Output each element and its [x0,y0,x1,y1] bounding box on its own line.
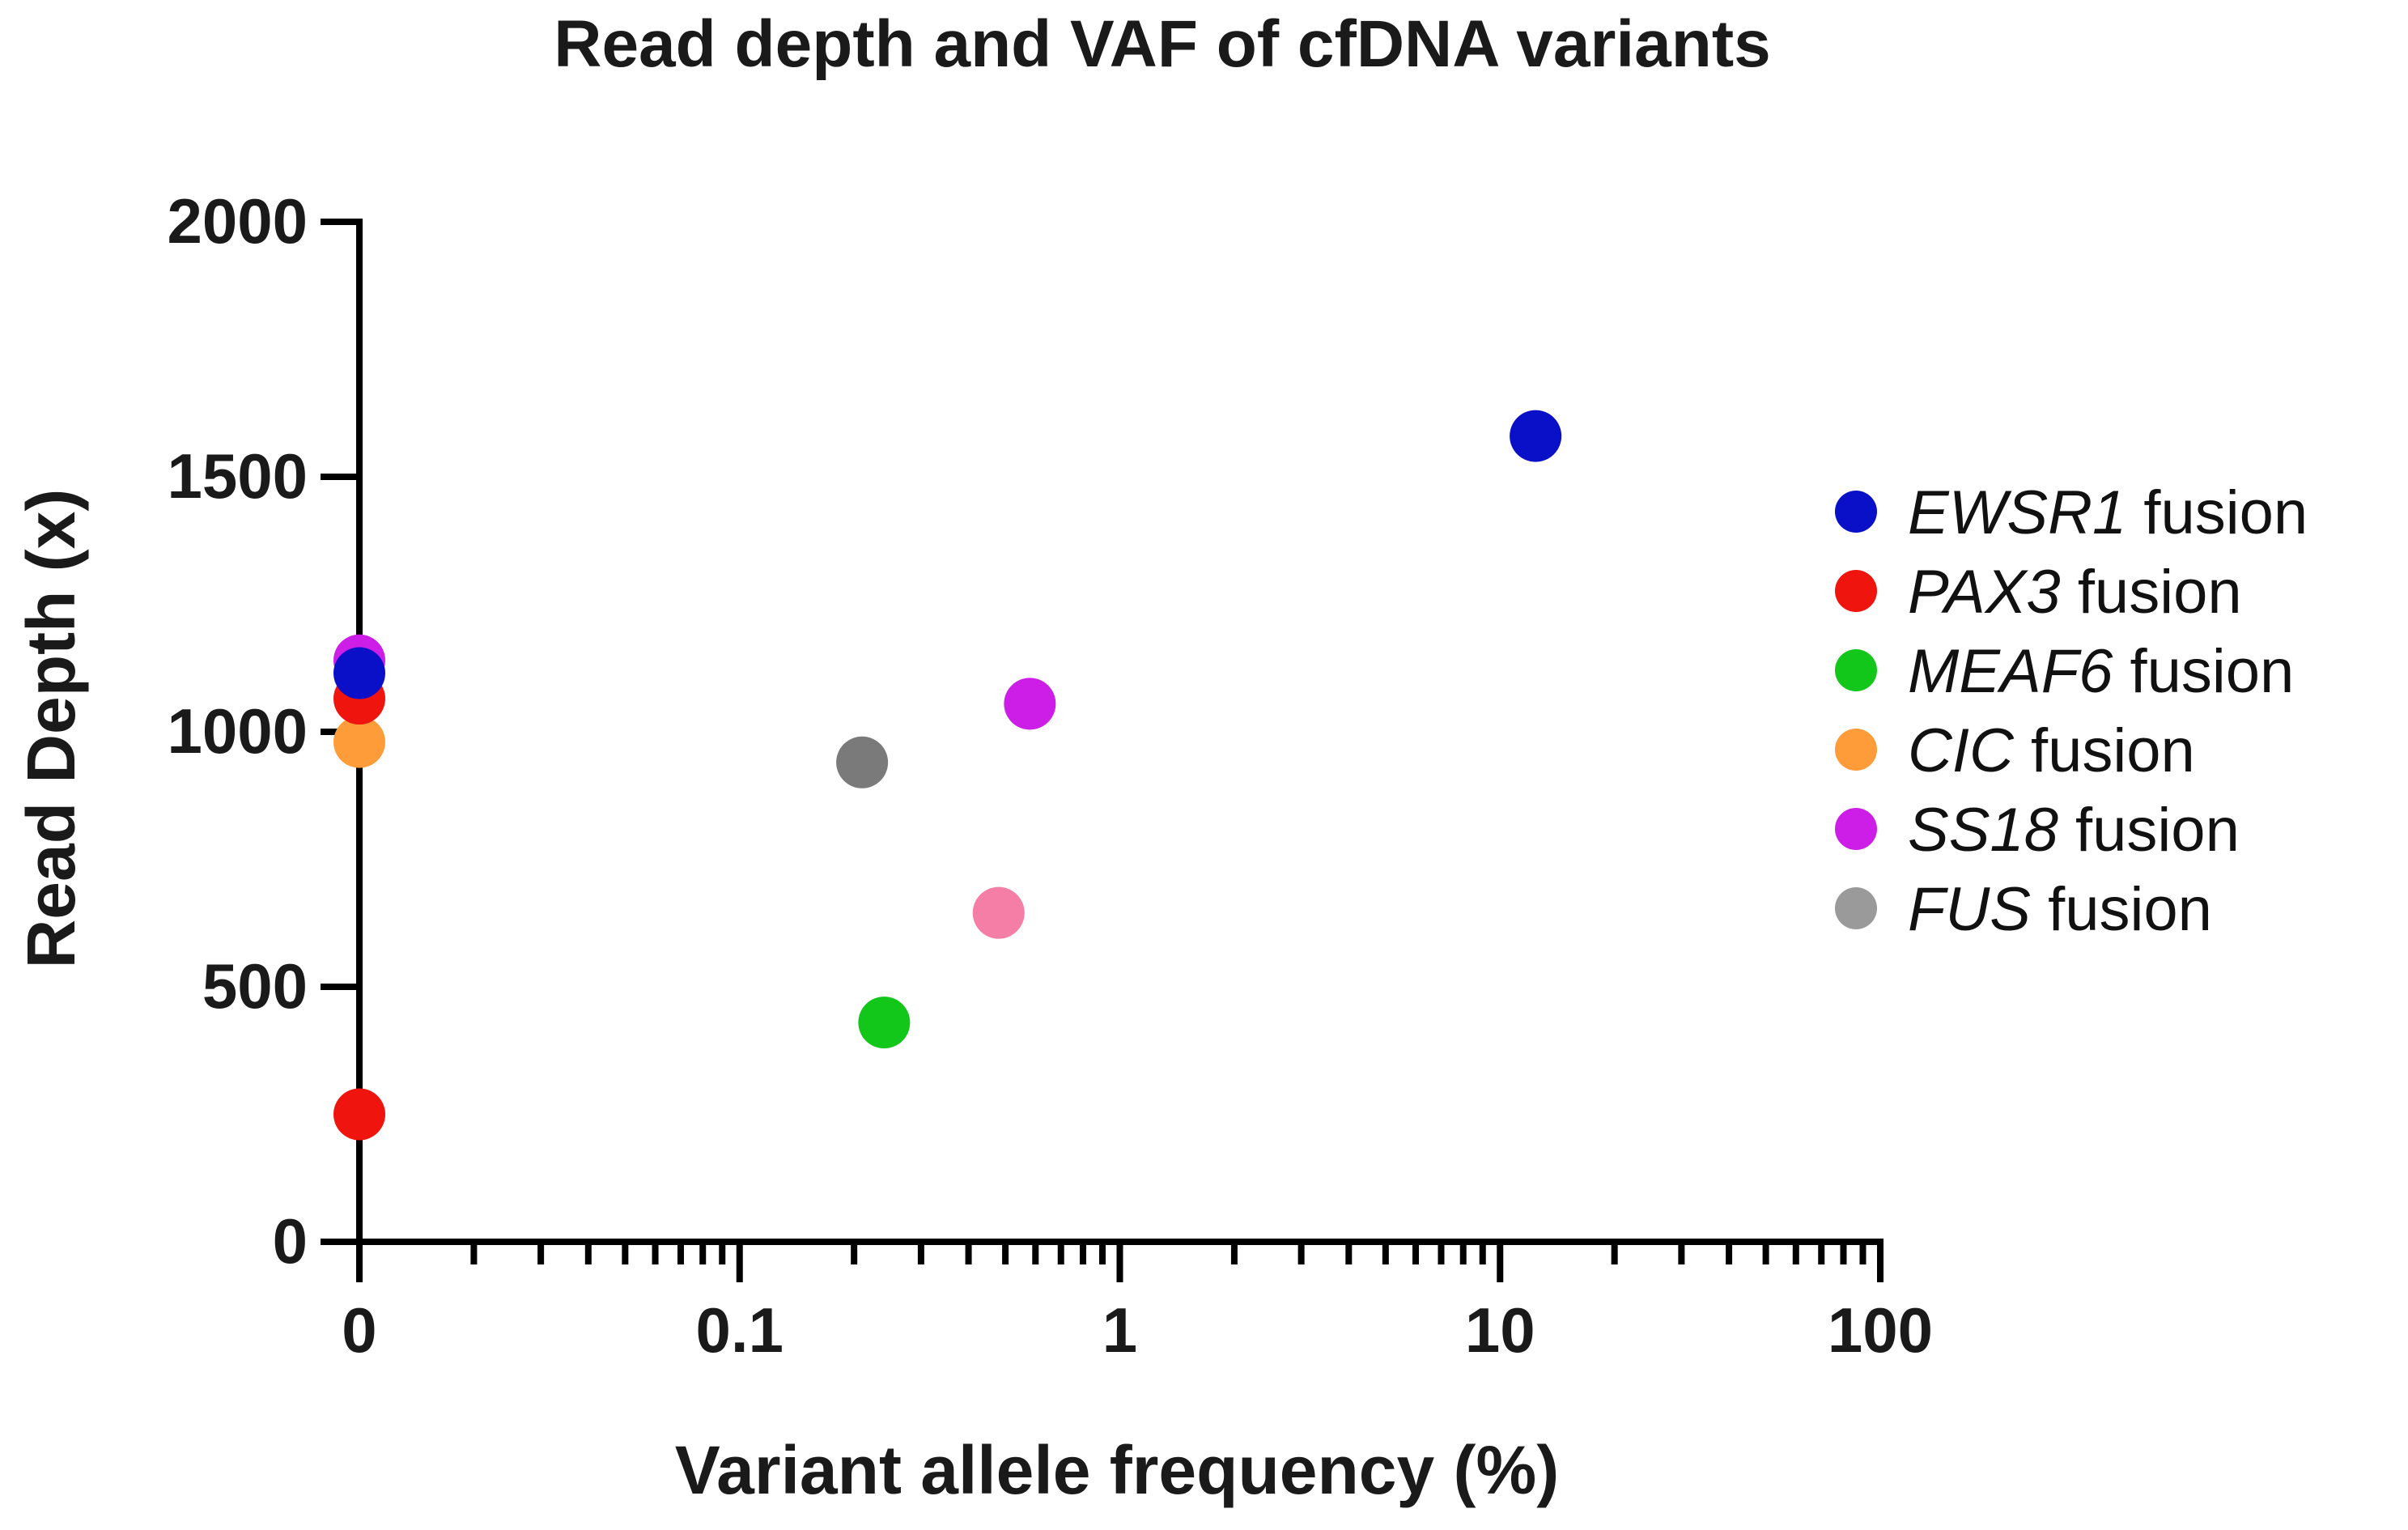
legend-label-ss18: SS18 fusion [1908,796,2240,865]
data-point-unlabeled [836,736,889,788]
data-point-cic [333,716,385,768]
x-tick-label: 10 [1465,1294,1535,1366]
data-points [333,410,1562,1141]
data-point-ewsr1 [333,647,385,699]
axis-ticks: 0 500 1000 1500 2000 0 0.1 1 10 100 [167,185,1933,1366]
y-tick-label: 500 [202,950,308,1022]
y-axis-label: Read Depth (x) [13,489,89,969]
data-point-meaf6 [858,997,911,1049]
y-tick-label: 2000 [167,185,308,257]
legend: EWSR1 fusion PAX3 fusion MEAF6 fusion CIC f… [1835,478,2308,944]
legend-marker-ss18 [1835,808,1877,850]
legend-marker-ewsr1 [1835,491,1877,533]
legend-marker-pax3 [1835,570,1877,612]
legend-label-meaf6: MEAF6 fusion [1908,637,2294,706]
data-point-pax3 [333,1088,385,1141]
legend-label-cic: CIC fusion [1908,716,2195,785]
x-tick-label: 0 [342,1294,376,1366]
y-tick-label: 1000 [167,695,308,767]
legend-marker-fus [1835,887,1877,929]
x-tick-label: 1 [1102,1294,1137,1366]
legend-label-ewsr1: EWSR1 fusion [1908,478,2308,547]
x-tick-label: 0.1 [696,1294,784,1366]
legend-marker-cic [1835,729,1877,771]
legend-marker-meaf6 [1835,649,1877,691]
legend-label-fus: FUS fusion [1908,875,2212,944]
chart-title: Read depth and VAF of cfDNA variants [554,7,1771,81]
data-point-ss18 [1004,678,1056,730]
data-point-unlabeled [972,886,1025,939]
y-tick-label: 0 [273,1205,308,1277]
data-point-ewsr1 [1510,410,1562,462]
x-tick-label: 100 [1828,1294,1933,1366]
x-axis-label: Variant allele frequency (%) [675,1432,1559,1508]
legend-label-pax3: PAX3 fusion [1908,558,2242,627]
y-tick-label: 1500 [167,440,308,512]
